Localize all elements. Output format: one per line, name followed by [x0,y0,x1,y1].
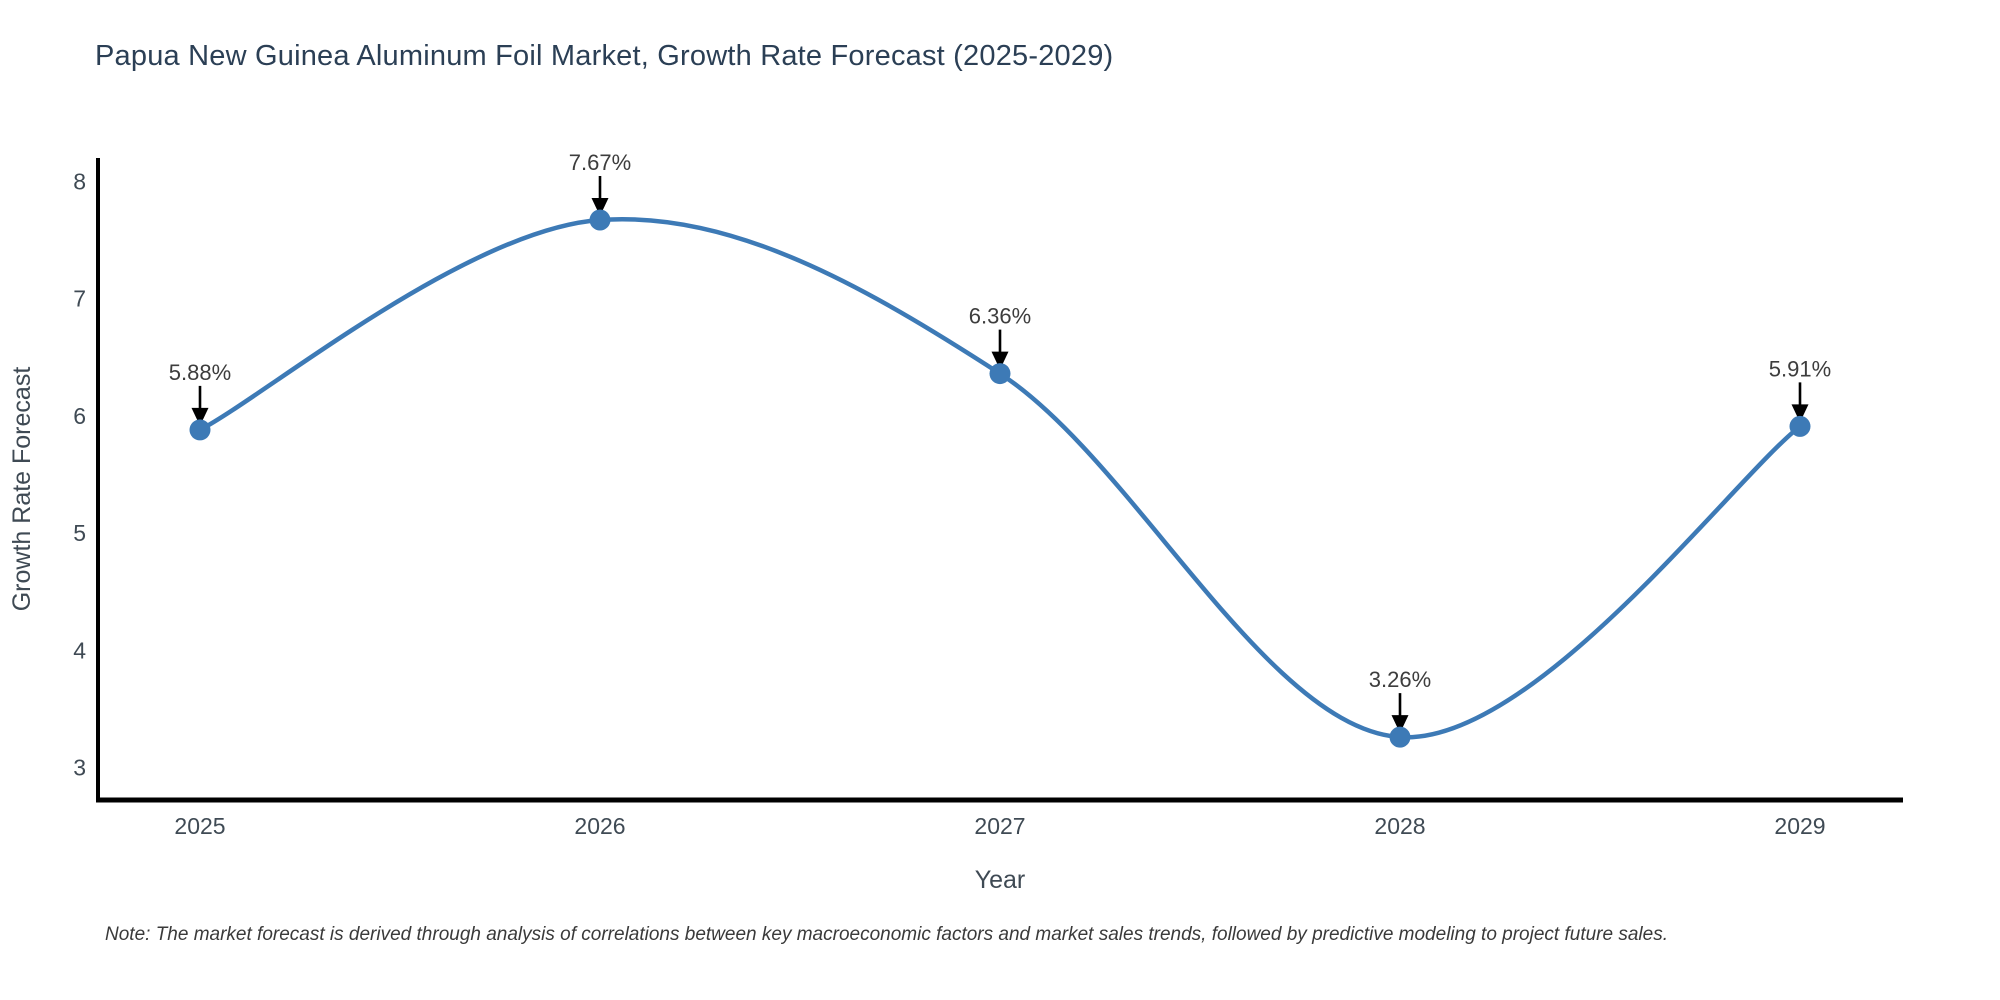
point-label-2026: 7.67% [569,150,631,175]
point-label-2028: 3.26% [1369,667,1431,692]
y-tick-label-8: 8 [73,168,86,194]
footnote: Note: The market forecast is derived thr… [105,924,1668,945]
y-tick-label-6: 6 [73,403,86,429]
y-tick-label-3: 3 [73,755,86,781]
point-label-2025: 5.88% [169,360,231,385]
x-tick-label-2027: 2027 [974,813,1025,839]
point-label-2027: 6.36% [969,304,1031,329]
data-point-2029[interactable] [1789,415,1811,437]
x-tick-label-2029: 2029 [1774,813,1825,839]
y-axis-title: Growth Rate Forecast [8,367,36,612]
annotation-arrowhead-2026 [591,197,609,216]
chart-title: Papua New Guinea Aluminum Foil Market, G… [95,40,1114,72]
data-point-2028[interactable] [1389,726,1411,748]
data-point-2026[interactable] [589,209,611,231]
data-point-2027[interactable] [989,363,1011,385]
forecast-spline-line [197,216,1803,740]
y-tick-label-7: 7 [73,286,86,312]
annotation-arrowhead-2029 [1791,404,1809,423]
annotation-arrowhead-2027 [991,351,1009,370]
annotation-arrowhead-2028 [1391,715,1409,734]
y-tick-label-4: 4 [73,637,86,663]
x-tick-label-2025: 2025 [174,813,225,839]
y-tick-label-5: 5 [73,520,86,546]
point-label-2029: 5.91% [1769,356,1831,381]
x-tick-label-2026: 2026 [574,813,625,839]
x-axis-title: Year [975,866,1026,894]
annotation-arrowhead-2025 [191,407,209,426]
x-tick-label-2028: 2028 [1374,813,1425,839]
data-point-2025[interactable] [189,419,211,441]
